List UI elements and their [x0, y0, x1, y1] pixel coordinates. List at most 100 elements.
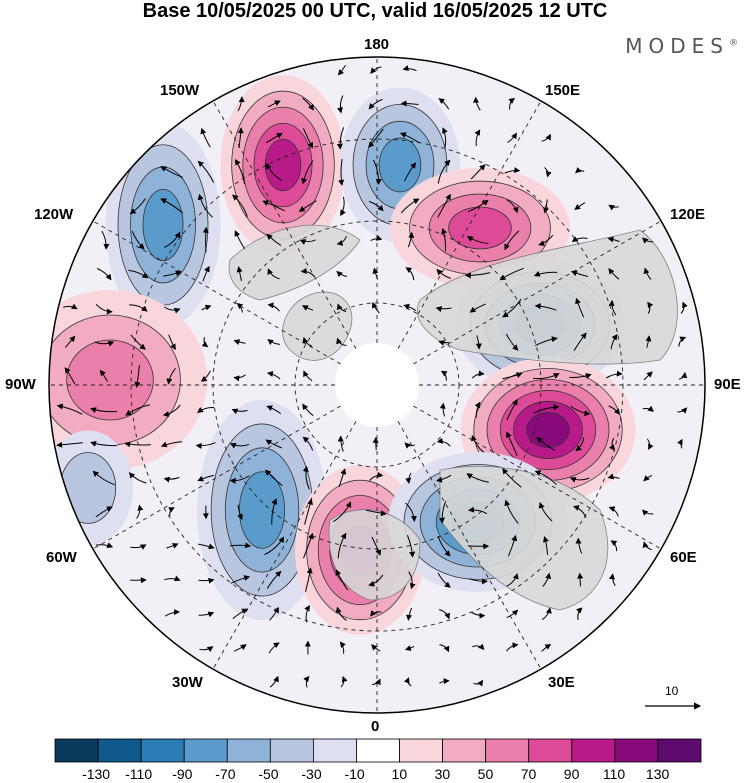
- wind-arrow: [233, 374, 246, 382]
- wind-arrow: [299, 239, 316, 245]
- wind-arrow: [92, 470, 115, 486]
- wind-arrow: [438, 609, 451, 620]
- logo-registered-mark: ®: [729, 38, 738, 49]
- wind-arrow: [265, 132, 283, 144]
- wind-arrow: [370, 66, 382, 74]
- anomaly-contour: [66, 339, 154, 421]
- wind-arrow: [435, 306, 452, 312]
- wind-arrow: [302, 128, 314, 149]
- positive-anomaly-80e: [460, 357, 636, 503]
- pole-blank-area: [335, 343, 419, 427]
- colorbar-tick-label: 90: [563, 766, 580, 782]
- wind-arrow: [403, 677, 412, 687]
- wind-arrow: [233, 339, 246, 345]
- wind-arrow: [608, 204, 620, 211]
- wind-arrow: [405, 472, 412, 484]
- wind-arrow: [337, 95, 344, 114]
- wind-arrow: [608, 405, 621, 415]
- wind-arrow: [236, 302, 244, 313]
- wind-arrow: [534, 470, 557, 486]
- wind-arrow: [507, 132, 517, 144]
- wind-arrow: [304, 604, 310, 623]
- wind-arrow: [678, 336, 687, 347]
- wind-arrow: [264, 536, 285, 556]
- meridian-line: [90, 219, 341, 365]
- wind-arrow: [406, 535, 416, 558]
- wind-arrow: [99, 369, 108, 382]
- wind-arrow: [534, 336, 558, 347]
- colorbar-tick-label: 50: [477, 766, 494, 782]
- negative-anomaly-70w: [49, 430, 133, 546]
- wind-arrow: [265, 439, 282, 449]
- wind-arrow: [266, 233, 282, 247]
- lon-label-60w: 60W: [46, 549, 77, 566]
- lon-label-180: 180: [364, 36, 390, 53]
- wind-arrow: [646, 438, 654, 451]
- wind-arrow: [438, 98, 450, 110]
- colorbar-tick-label: -90: [172, 766, 193, 782]
- wind-arrow: [368, 574, 384, 587]
- wind-arrow: [400, 100, 419, 107]
- wind-arrow: [268, 642, 280, 654]
- wind-arrow: [163, 476, 180, 483]
- wind-arrow: [56, 403, 83, 415]
- wind-arrow: [538, 502, 553, 522]
- wind-arrow: [236, 266, 243, 281]
- siberia-landmass: [417, 229, 678, 365]
- wind-arrow: [442, 127, 448, 148]
- wind-arrow: [605, 370, 623, 379]
- wind-arrow: [574, 202, 586, 211]
- wind-arrow: [608, 506, 619, 517]
- colorbar-tick-label: -110: [125, 766, 153, 782]
- meridian-line: [397, 98, 543, 349]
- colorbar-swatch: [97, 738, 142, 763]
- wind-arrow: [304, 498, 313, 525]
- wind-arrow: [541, 644, 552, 652]
- wind-arrow: [472, 96, 481, 111]
- wind-arrow: [505, 333, 519, 351]
- wind-arrow: [234, 158, 246, 185]
- wind-arrow: [198, 611, 215, 618]
- wind-arrow: [468, 578, 488, 585]
- wind-arrow: [197, 474, 214, 482]
- wind-arrow: [266, 570, 282, 589]
- wind-arrow: [166, 367, 176, 385]
- wind-arrow: [233, 644, 247, 652]
- wind-arrow: [336, 270, 348, 278]
- colorbar-swatch: [312, 738, 357, 763]
- wind-arrow: [298, 200, 317, 212]
- colorbar-swatch: [226, 738, 271, 763]
- anomaly-contour: [526, 412, 570, 448]
- wind-arrow: [508, 97, 515, 110]
- colorbar: [54, 738, 702, 763]
- wind-arrow: [371, 678, 381, 686]
- wind-arrow: [336, 337, 347, 346]
- coastlines: [228, 224, 678, 611]
- wind-arrow: [234, 230, 246, 250]
- wind-arrow: [202, 265, 210, 282]
- wind-arrow: [124, 441, 151, 448]
- logo-text: MODES: [625, 34, 729, 58]
- colorbar-tick-label: 110: [602, 766, 626, 782]
- wind-arrow: [164, 231, 181, 248]
- wind-arrow: [365, 509, 387, 517]
- wind-arrow: [507, 534, 518, 557]
- wind-arrow: [168, 334, 176, 351]
- lon-label-150e: 150E: [545, 82, 581, 99]
- wind-arrow: [470, 434, 485, 453]
- wind-arrow: [96, 268, 112, 281]
- wind-arrow: [162, 404, 181, 418]
- wind-arrow: [607, 236, 620, 243]
- wind-arrow: [469, 303, 486, 313]
- colorbar-swatch: [183, 738, 228, 763]
- wind-arrow: [168, 507, 175, 517]
- wind-arrow: [678, 371, 688, 380]
- wind-arrow: [95, 303, 113, 315]
- wind-arrow: [200, 370, 211, 382]
- wind-arrow: [337, 64, 346, 76]
- wind-arrow: [506, 572, 519, 587]
- wind-arrow: [643, 267, 652, 280]
- wind-arrow: [677, 438, 683, 449]
- wind-arrow: [335, 606, 347, 621]
- wind-arrow: [131, 230, 145, 250]
